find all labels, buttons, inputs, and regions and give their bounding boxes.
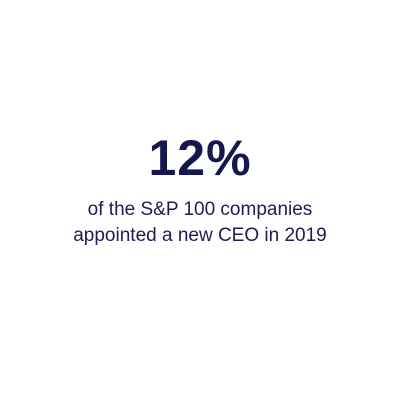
caption-line: of the S&P 100 companies: [87, 199, 313, 220]
stat-value: 12%: [148, 130, 252, 186]
caption-line: appointed a new CEO in 2019: [73, 225, 327, 246]
stat-caption: of the S&P 100 companies appointed a new…: [0, 197, 400, 249]
